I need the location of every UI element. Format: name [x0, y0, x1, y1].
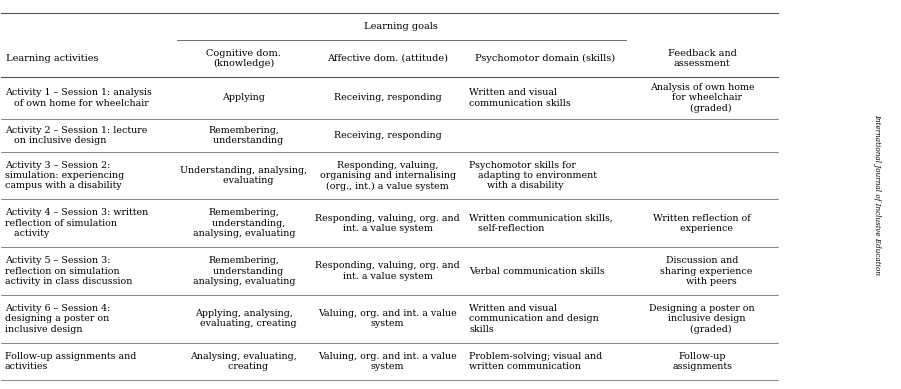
- Text: Written reflection of
   experience: Written reflection of experience: [653, 214, 751, 233]
- Text: International Journal of Inclusive Education: International Journal of Inclusive Educa…: [873, 114, 881, 275]
- Text: Receiving, responding: Receiving, responding: [333, 131, 441, 140]
- Text: Responding, valuing, org. and
int. a value system: Responding, valuing, org. and int. a val…: [315, 261, 460, 281]
- Text: Valuing, org. and int. a value
system: Valuing, org. and int. a value system: [318, 309, 457, 328]
- Text: Psychomotor skills for
   adapting to environment
      with a disability: Psychomotor skills for adapting to envir…: [469, 161, 597, 191]
- Text: Responding, valuing, org. and
int. a value system: Responding, valuing, org. and int. a val…: [315, 214, 460, 233]
- Text: Follow-up assignments and
activities: Follow-up assignments and activities: [5, 352, 136, 371]
- Text: Feedback and
assessment: Feedback and assessment: [668, 49, 736, 68]
- Text: Receiving, responding: Receiving, responding: [333, 93, 441, 102]
- Text: Affective dom. (attitude): Affective dom. (attitude): [327, 54, 448, 63]
- Text: Responding, valuing,
organising and internalising
(org., int.) a value system: Responding, valuing, organising and inte…: [320, 161, 456, 191]
- Text: Verbal communication skills: Verbal communication skills: [469, 266, 605, 275]
- Text: Applying: Applying: [223, 93, 266, 102]
- Text: Valuing, org. and int. a value
system: Valuing, org. and int. a value system: [318, 352, 457, 371]
- Text: Written and visual
communication skills: Written and visual communication skills: [469, 88, 571, 108]
- Text: Remembering,
   understanding
analysing, evaluating: Remembering, understanding analysing, ev…: [193, 256, 296, 286]
- Text: Written communication skills,
   self-reflection: Written communication skills, self-refle…: [469, 214, 614, 233]
- Text: Cognitive dom.
(knowledge): Cognitive dom. (knowledge): [206, 49, 281, 68]
- Text: Activity 6 – Session 4:
designing a poster on
inclusive design: Activity 6 – Session 4: designing a post…: [5, 304, 110, 334]
- Text: Follow-up
assignments: Follow-up assignments: [672, 352, 732, 371]
- Text: Activity 3 – Session 2:
simulation: experiencing
campus with a disability: Activity 3 – Session 2: simulation: expe…: [5, 161, 124, 191]
- Text: Written and visual
communication and design
skills: Written and visual communication and des…: [469, 304, 599, 334]
- Text: Learning activities: Learning activities: [6, 54, 98, 63]
- Text: Analysing, evaluating,
   creating: Analysing, evaluating, creating: [190, 352, 297, 371]
- Text: Learning goals: Learning goals: [364, 22, 438, 31]
- Text: Remembering,
   understanding,
analysing, evaluating: Remembering, understanding, analysing, e…: [193, 209, 296, 238]
- Text: Activity 4 – Session 3: written
reflection of simulation
   activity: Activity 4 – Session 3: written reflecti…: [5, 209, 149, 238]
- Text: Activity 2 – Session 1: lecture
   on inclusive design: Activity 2 – Session 1: lecture on inclu…: [5, 126, 148, 145]
- Text: Psychomotor domain (skills): Psychomotor domain (skills): [475, 54, 614, 63]
- Text: Discussion and
   sharing experience
      with peers: Discussion and sharing experience with p…: [651, 256, 752, 286]
- Text: Activity 1 – Session 1: analysis
   of own home for wheelchair: Activity 1 – Session 1: analysis of own …: [5, 88, 152, 108]
- Text: Designing a poster on
   inclusive design
      (graded): Designing a poster on inclusive design (…: [650, 304, 755, 334]
- Text: Activity 5 – Session 3:
reflection on simulation
activity in class discussion: Activity 5 – Session 3: reflection on si…: [5, 256, 132, 286]
- Text: Problem-solving; visual and
written communication: Problem-solving; visual and written comm…: [469, 352, 603, 371]
- Text: Applying, analysing,
   evaluating, creating: Applying, analysing, evaluating, creatin…: [191, 309, 296, 328]
- Text: Remembering,
   understanding: Remembering, understanding: [205, 126, 284, 145]
- Text: Analysis of own home
   for wheelchair
      (graded): Analysis of own home for wheelchair (gra…: [650, 83, 754, 113]
- Text: Understanding, analysing,
   evaluating: Understanding, analysing, evaluating: [180, 166, 307, 185]
